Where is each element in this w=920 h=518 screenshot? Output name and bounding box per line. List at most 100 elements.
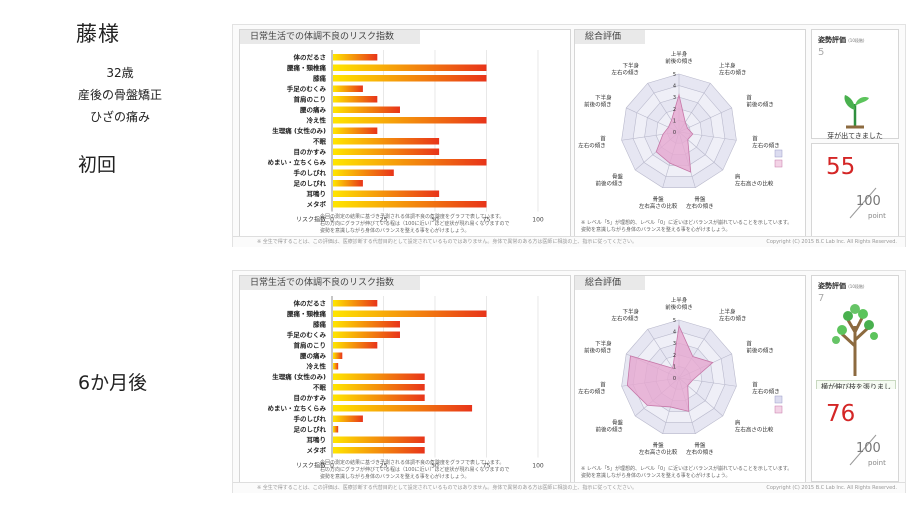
radar-axis-label: 前後の傾き bbox=[746, 100, 774, 108]
patient-complaint: ひざの痛み bbox=[89, 110, 150, 124]
risk-bar bbox=[333, 159, 487, 166]
posture-title: 姿勢評価 (10段階) bbox=[818, 282, 865, 290]
radar-axis-label: 下半身 bbox=[595, 93, 612, 101]
radar-tick-label: 2 bbox=[673, 107, 676, 113]
radar-axis-label: 前後の傾き bbox=[596, 179, 624, 187]
risk-bar bbox=[333, 310, 487, 317]
evaluation-note: ※ レベル「5」が理想的、レベル「0」に近いほどバランスが崩れていることを示して… bbox=[581, 220, 793, 233]
x-tick-label: 25 bbox=[380, 217, 388, 224]
radar-axis-label: 首 bbox=[746, 93, 752, 101]
risk-bar bbox=[333, 148, 440, 155]
x-tick-label: 50 bbox=[431, 217, 439, 224]
radar-axis-label: 上半身 bbox=[719, 62, 736, 70]
patient-condition: 産後の骨盤矯正 bbox=[77, 88, 162, 102]
risk-bar bbox=[333, 436, 425, 443]
radar-axis-label: 下半身 bbox=[622, 308, 639, 316]
posture-message: 芽が出てきました bbox=[827, 132, 883, 140]
evaluation-panel-title: 総合評価 bbox=[575, 276, 645, 290]
category-label: 不眠 bbox=[313, 383, 327, 392]
risk-bar bbox=[333, 321, 400, 328]
category-label: 手のしびれ bbox=[294, 414, 327, 423]
sprout-icon bbox=[844, 95, 869, 129]
risk-bar bbox=[333, 64, 487, 71]
visit-label-first: 初回 bbox=[78, 154, 117, 176]
legend-swatch-result bbox=[774, 159, 783, 168]
radar-data-area bbox=[655, 93, 694, 173]
radar-axis-label: 左右の傾き bbox=[578, 388, 606, 396]
score-value: 55 bbox=[826, 154, 856, 180]
report-footer: ※ 全生で得することは、この評価は、医療診断する代替目的として設定されているもの… bbox=[233, 236, 905, 247]
radar-axis-label: 左右高さの比較 bbox=[735, 179, 774, 187]
radar-axis-label: 肩 bbox=[735, 418, 741, 426]
radar-axis-label: 左右の傾き bbox=[719, 69, 747, 77]
legend-swatch-ideal bbox=[774, 395, 783, 404]
risk-bar bbox=[333, 394, 425, 401]
category-label: 腰痛・頸椎痛 bbox=[286, 309, 327, 318]
category-label: 目のかすみ bbox=[294, 394, 327, 402]
category-label: 膝痛 bbox=[313, 320, 327, 329]
risk-panel-title: 日常生活での体調不良のリスク指数 bbox=[240, 30, 420, 44]
category-label: 不眠 bbox=[313, 137, 327, 146]
risk-bar bbox=[333, 331, 400, 338]
risk-bar bbox=[333, 373, 425, 380]
risk-bar bbox=[333, 190, 440, 197]
report-footer: ※ 全生で得することは、この評価は、医療診断する代替目的として設定されているもの… bbox=[233, 482, 905, 493]
score-unit: point bbox=[868, 459, 886, 467]
category-label: 手のしびれ bbox=[294, 168, 327, 177]
category-label: メタボ bbox=[307, 446, 327, 455]
risk-bar bbox=[333, 106, 400, 113]
radar-tick-label: 0 bbox=[673, 130, 676, 136]
risk-bar bbox=[333, 363, 339, 370]
risk-panel: 日常生活での体調不良のリスク指数 0 25 50 75 100 リスク指数 体のだるさ 腰痛・… bbox=[239, 29, 571, 237]
category-label: めまい・立ちくらみ bbox=[268, 158, 327, 167]
radar-tick-label: 4 bbox=[673, 84, 676, 90]
category-label: 生理痛 (女性のみ) bbox=[272, 126, 326, 135]
risk-bar bbox=[333, 352, 343, 359]
radar-axis-label: 左右の傾き bbox=[578, 142, 606, 150]
radar-axis-label: 前後の傾き bbox=[665, 57, 693, 65]
category-label: 体のだるさ bbox=[294, 299, 327, 308]
radar-axis-label: 左右高さの比較 bbox=[735, 425, 774, 433]
category-label: 腰の痛み bbox=[299, 105, 327, 114]
risk-bar bbox=[333, 342, 378, 349]
radar-axis-label: 前後の傾き bbox=[584, 100, 612, 108]
risk-bar bbox=[333, 54, 378, 61]
risk-bar bbox=[333, 85, 363, 92]
radar-tick-label: 2 bbox=[673, 353, 676, 359]
evaluation-panel: 総合評価 0 1 2 3 4 5 上半身 前後の傾き 上半身 左右の傾き首前後の傾き首左右の傾き肩… bbox=[574, 29, 806, 237]
radar-axis-label: 骨盤 bbox=[612, 418, 624, 426]
category-label: 耳鳴り bbox=[307, 189, 327, 198]
x-tick-label: 0 bbox=[330, 463, 334, 470]
radar-axis-label: 上半身 bbox=[671, 50, 688, 58]
score-panel: 76 100 point bbox=[811, 389, 899, 482]
radar-axis-label: 左右の傾き bbox=[752, 142, 780, 150]
risk-panel: 日常生活での体調不良のリスク指数 0 25 50 75 100 リスク指数 体のだるさ 腰痛・… bbox=[239, 275, 571, 483]
radar-tick-label: 4 bbox=[673, 330, 676, 336]
radar-axis-label: 前後の傾き bbox=[665, 303, 693, 311]
radar-axis-label: 左右の傾き bbox=[752, 388, 780, 396]
radar-axis-label: 骨盤 bbox=[694, 195, 706, 203]
posture-title: 姿勢評価 (10段階) bbox=[818, 36, 865, 44]
report-six-months: 日常生活での体調不良のリスク指数 0 25 50 75 100 リスク指数 体のだるさ 腰痛・… bbox=[232, 270, 906, 493]
radar-axis-label: 上半身 bbox=[671, 296, 688, 304]
risk-bar bbox=[333, 405, 473, 412]
category-label: 足のしびれ bbox=[294, 179, 327, 188]
radar-axis-label: 首 bbox=[752, 381, 758, 389]
radar-axis-label: 首 bbox=[600, 381, 606, 389]
radar-axis-label: 下半身 bbox=[622, 62, 639, 70]
posture-level: 7 bbox=[818, 293, 825, 304]
score-total: 100 bbox=[856, 441, 881, 456]
risk-bar-chart: 0 25 50 75 100 リスク指数 体のだるさ腰痛・頸椎痛膝痛手足のむくみ首肩のこり腰… bbox=[268, 50, 544, 224]
radar-axis-label: 左右高さの比較 bbox=[639, 202, 678, 210]
risk-bar bbox=[333, 415, 363, 422]
posture-panel: 姿勢評価 (10段階) 5 芽が出てきました bbox=[811, 29, 899, 140]
category-label: 目のかすみ bbox=[294, 148, 327, 156]
risk-bar bbox=[333, 426, 339, 433]
x-tick-label: 75 bbox=[483, 217, 491, 224]
radar-axis-label: 下半身 bbox=[595, 339, 612, 347]
category-label: 腰の痛み bbox=[299, 351, 327, 360]
radar-axis-label: 左右の傾き bbox=[719, 315, 747, 323]
radar-tick-label: 1 bbox=[673, 118, 676, 124]
evaluation-panel: 総合評価 0 1 2 3 4 5 上半身 前後の傾き 上半身 左右の傾き首前後の傾き首左右の傾き肩… bbox=[574, 275, 806, 483]
category-label: メタボ bbox=[307, 200, 327, 209]
